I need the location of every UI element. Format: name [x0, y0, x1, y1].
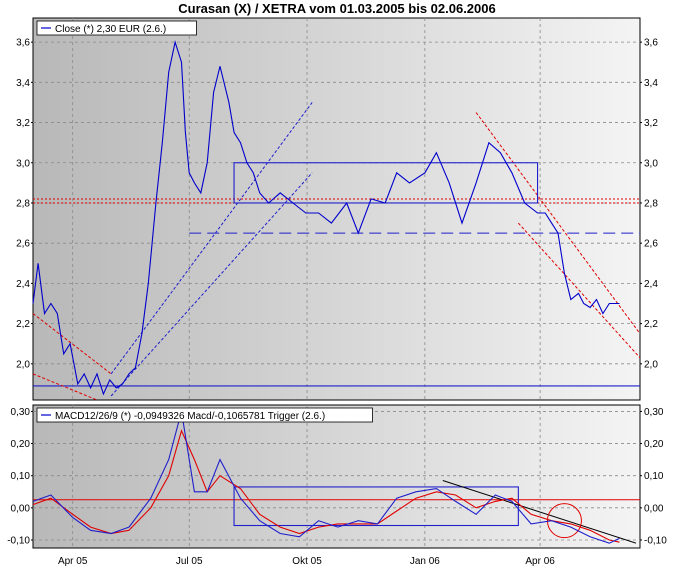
- price-legend-box: [36, 20, 197, 36]
- price-ytick-left: 2,0: [16, 359, 30, 370]
- trend-channel-upper: [110, 102, 313, 375]
- xtick-label: Apr 06: [525, 556, 555, 567]
- chart-title: Curasan (X) / XETRA vom 01.03.2005 bis 0…: [178, 1, 495, 16]
- macd-line: [32, 411, 620, 544]
- macd-panel: -0,10 -0,10 0,00 0,00 0,10 0,10 0,20 0,20 0,30 0,…: [7, 404, 667, 567]
- downtrend-early-lower: [32, 373, 98, 401]
- price-panel: 2,0 2,0 2,2 2,2 2,4 2,4 2,6 2,6 2,8 2,8 3,0 3,0 3,2 3…: [16, 17, 658, 401]
- macd-ytick-left: -0,10: [7, 535, 30, 546]
- trend-channel-lower: [110, 172, 313, 397]
- price-plot-area: [32, 17, 641, 401]
- xtick-label: Okt 05: [292, 556, 322, 567]
- price-ytick-left: 2,4: [16, 279, 30, 290]
- macd-trendline: [442, 480, 637, 544]
- macd-trigger-line: [32, 429, 620, 543]
- downtrend-early-upper: [32, 313, 112, 375]
- macd-ytick-left: 0,10: [11, 471, 31, 482]
- price-ytick-right: 3,2: [644, 118, 658, 129]
- xtick-label: Jul 05: [176, 556, 203, 567]
- macd-legend-text: MACD12/26/9 (*) -0,0949326 Macd/-0,10657…: [55, 411, 325, 422]
- price-ytick-left: 3,2: [16, 118, 30, 129]
- macd-crossover-circle: [546, 503, 582, 539]
- price-ytick-left: 3,0: [16, 158, 30, 169]
- price-ytick-right: 2,8: [644, 198, 658, 209]
- macd-ytick-right: 0,00: [644, 503, 664, 514]
- close-price-line: [32, 39, 620, 396]
- consolidation-box: [233, 162, 539, 204]
- price-ytick-left: 2,6: [16, 239, 30, 250]
- macd-ytick-right: 0,20: [644, 439, 664, 450]
- xtick-label: Jan 06: [410, 556, 440, 567]
- price-ytick-right: 2,4: [644, 279, 658, 290]
- price-legend-text: Close (*) 2,30 EUR (2.6.): [55, 24, 166, 35]
- price-ytick-right: 2,2: [644, 319, 658, 330]
- macd-legend-box: [36, 407, 373, 423]
- downtrend-late-upper: [475, 112, 641, 334]
- price-ytick-left: 2,2: [16, 319, 30, 330]
- price-ytick-left: 2,8: [16, 198, 30, 209]
- price-ytick-right: 2,6: [644, 239, 658, 250]
- price-ytick-right: 3,4: [644, 78, 658, 89]
- macd-consolidation-box: [233, 486, 519, 527]
- macd-ytick-right: -0,10: [644, 535, 667, 546]
- price-ytick-right: 3,0: [644, 158, 658, 169]
- macd-ytick-left: 0,00: [11, 503, 31, 514]
- price-ytick-right: 3,6: [644, 38, 658, 49]
- macd-ytick-right: 0,30: [644, 407, 664, 418]
- macd-ytick-left: 0,20: [11, 439, 31, 450]
- xtick-label: Apr 05: [58, 556, 88, 567]
- macd-ytick-right: 0,10: [644, 471, 664, 482]
- price-ytick-right: 2,0: [644, 359, 658, 370]
- price-ytick-left: 3,4: [16, 78, 30, 89]
- macd-ytick-left: 0,30: [11, 407, 31, 418]
- downtrend-late-lower: [517, 222, 641, 359]
- price-ytick-left: 3,6: [16, 38, 30, 49]
